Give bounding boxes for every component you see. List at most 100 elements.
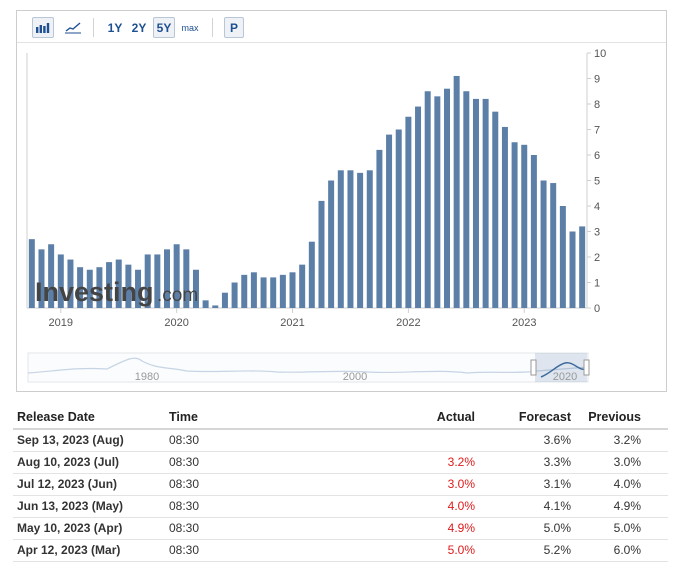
col-actual[interactable]: Actual xyxy=(345,405,479,430)
previous-value: 4.9% xyxy=(575,495,668,518)
forecast-value: 5.2% xyxy=(479,539,575,562)
chart-bar[interactable] xyxy=(115,259,122,308)
chart-bar[interactable] xyxy=(328,180,335,309)
chart-bar[interactable] xyxy=(192,269,199,308)
chart-bar[interactable] xyxy=(77,267,84,308)
chart-bar[interactable] xyxy=(308,241,315,308)
chart-bar[interactable] xyxy=(96,267,103,308)
chart-bar[interactable] xyxy=(424,91,431,308)
col-previous[interactable]: Previous xyxy=(575,405,668,430)
range-2y-button[interactable]: 2Y xyxy=(131,20,147,35)
x-tick-label: 2019 xyxy=(49,317,73,329)
chart-bar[interactable] xyxy=(318,200,325,308)
chart-bar[interactable] xyxy=(482,98,489,309)
chart-bar[interactable] xyxy=(511,142,518,308)
chart-bar[interactable] xyxy=(501,126,508,308)
chart-bar[interactable] xyxy=(164,249,170,308)
chart-bar[interactable] xyxy=(337,170,344,308)
release-date: Apr 12, 2023 (Mar) xyxy=(13,539,165,562)
forecast-value: 3.1% xyxy=(479,473,575,496)
chart-bar[interactable] xyxy=(144,254,151,308)
chart-bar[interactable] xyxy=(260,277,267,308)
chart-bar[interactable] xyxy=(472,98,479,309)
chart-bar[interactable] xyxy=(434,96,441,308)
range-max-button[interactable]: max xyxy=(181,22,199,33)
chart-bar[interactable] xyxy=(38,249,45,308)
chart-bar[interactable] xyxy=(357,172,364,308)
previous-value: 4.0% xyxy=(575,473,668,496)
chart-bar[interactable] xyxy=(366,170,373,308)
col-forecast[interactable]: Forecast xyxy=(479,405,575,430)
chart-bar[interactable] xyxy=(241,274,248,308)
range-1y-button[interactable]: 1Y xyxy=(107,20,123,35)
bar-chart-icon[interactable] xyxy=(32,17,54,38)
chart-bar[interactable] xyxy=(463,91,470,308)
chart-bar[interactable] xyxy=(395,129,402,309)
chart-bar[interactable] xyxy=(550,183,557,308)
chart-bar[interactable] xyxy=(453,75,460,308)
chart-bar[interactable] xyxy=(135,269,142,308)
chart-bar[interactable] xyxy=(279,274,286,308)
navigator-left-handle[interactable] xyxy=(530,359,537,376)
historical-data-table: Release Date Time Actual Forecast Previo… xyxy=(13,405,668,562)
navigator-series xyxy=(27,357,589,374)
release-date: Jul 12, 2023 (Jun) xyxy=(13,473,165,496)
chart-bar[interactable] xyxy=(28,239,35,308)
chart-bar[interactable] xyxy=(289,272,296,308)
chart-bar[interactable] xyxy=(530,155,537,308)
chart-bar[interactable] xyxy=(154,254,161,308)
chart-bar[interactable] xyxy=(521,144,528,308)
chart-bar[interactable] xyxy=(299,264,306,308)
col-release-date[interactable]: Release Date xyxy=(13,405,165,430)
previous-value: 6.0% xyxy=(575,539,668,562)
x-tick-label: 2021 xyxy=(280,317,304,329)
navigator-track xyxy=(27,352,589,383)
chart-bar[interactable] xyxy=(376,149,383,308)
col-time[interactable]: Time xyxy=(165,405,345,430)
chart-bar[interactable] xyxy=(492,111,499,309)
chart-bar[interactable] xyxy=(405,116,412,308)
chart-bar[interactable] xyxy=(444,88,450,308)
y-tick-label: 1 xyxy=(594,278,600,290)
chart-bar[interactable] xyxy=(212,305,219,308)
chart-bar[interactable] xyxy=(347,170,354,308)
x-tick-label: 2023 xyxy=(512,317,536,329)
range-navigator[interactable]: 1980 2000 2020 xyxy=(27,352,590,383)
line-chart-icon[interactable] xyxy=(62,17,84,38)
forecast-value: 3.3% xyxy=(479,451,575,474)
actual-value xyxy=(345,429,479,452)
actual-value: 4.9% xyxy=(345,517,479,540)
release-time: 08:30 xyxy=(165,473,345,496)
chart-bar[interactable] xyxy=(579,226,586,308)
chart-bar[interactable] xyxy=(250,272,257,308)
chart-bar[interactable] xyxy=(125,264,132,308)
release-date: Sep 13, 2023 (Aug) xyxy=(13,429,165,452)
chart-bar[interactable] xyxy=(540,180,547,309)
navigator-right-handle[interactable] xyxy=(583,359,590,376)
y-tick-label: 10 xyxy=(594,48,606,60)
release-time: 08:30 xyxy=(165,451,345,474)
release-time: 08:30 xyxy=(165,517,345,540)
chart-canvas: Investing .com 0 1 2 3 4 5 6 7 8 9 10 2019 2020 2021… xyxy=(26,48,606,383)
chart-bar[interactable] xyxy=(231,282,238,309)
chart-bar[interactable] xyxy=(270,277,277,308)
chart-bar[interactable] xyxy=(202,300,209,308)
chart-bar[interactable] xyxy=(569,231,576,309)
y-tick-label: 3 xyxy=(594,227,600,239)
chart-bar[interactable] xyxy=(183,249,190,308)
table-row: Aug 10, 2023 (Jul) 08:30 3.2% 3.3% 3.0% xyxy=(13,451,668,474)
release-time: 08:30 xyxy=(165,495,345,518)
chart-bar[interactable] xyxy=(106,262,113,308)
chart-bar[interactable] xyxy=(415,106,422,308)
p-button[interactable]: P xyxy=(224,17,244,38)
chart-bar[interactable] xyxy=(48,244,55,308)
chart-bar[interactable] xyxy=(67,259,74,308)
chart-bar[interactable] xyxy=(86,269,93,308)
chart-bar[interactable] xyxy=(386,134,393,308)
chart-bar[interactable] xyxy=(57,254,64,308)
range-5y-button[interactable]: 5Y xyxy=(153,17,175,38)
chart-bar[interactable] xyxy=(559,206,566,308)
chart-bar[interactable] xyxy=(173,244,180,308)
chart-bar[interactable] xyxy=(221,292,228,308)
previous-value: 5.0% xyxy=(575,517,668,540)
